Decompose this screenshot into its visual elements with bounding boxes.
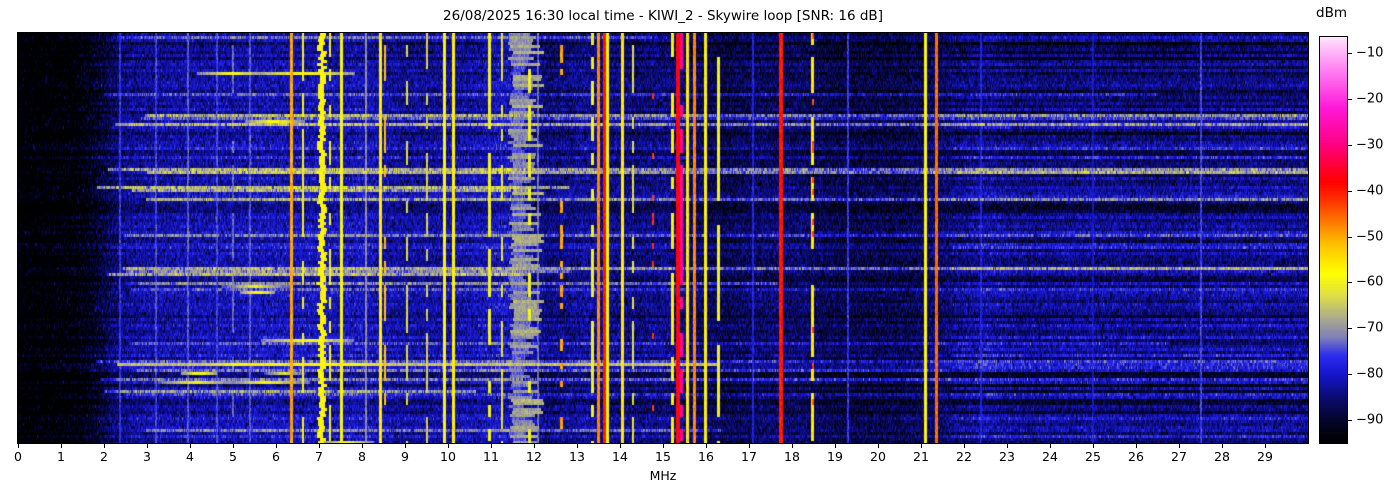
x-tick-label: 0	[14, 449, 22, 464]
x-tick-mark	[233, 444, 234, 448]
colorbar-tick-label: −40	[1356, 183, 1384, 199]
x-tick-label: 29	[1257, 449, 1273, 464]
x-tick-label: 14	[612, 449, 628, 464]
x-tick-mark	[835, 444, 836, 448]
plot-title: 26/08/2025 16:30 local time - KIWI_2 - S…	[443, 8, 883, 24]
x-tick-mark	[663, 444, 664, 448]
spectrogram-plot-area	[17, 32, 1309, 444]
colorbar-tick-mark	[1348, 236, 1352, 238]
x-tick-mark	[534, 444, 535, 448]
x-tick-label: 3	[143, 449, 151, 464]
x-tick-mark	[276, 444, 277, 448]
colorbar-tick-mark	[1348, 420, 1352, 422]
spectrogram-waterfall-canvas	[18, 33, 1308, 443]
colorbar-tick-mark	[1348, 53, 1352, 55]
x-tick-label: 21	[913, 449, 929, 464]
colorbar-tick-mark	[1348, 328, 1352, 330]
x-tick-mark	[147, 444, 148, 448]
x-tick-mark	[1179, 444, 1180, 448]
x-axis-label: MHz	[649, 468, 677, 483]
colorbar-tick-label: −10	[1356, 45, 1384, 61]
x-tick-mark	[405, 444, 406, 448]
colorbar-tick-label: −70	[1356, 320, 1384, 336]
x-tick-mark	[18, 444, 19, 448]
x-tick-mark	[706, 444, 707, 448]
x-tick-label: 2	[100, 449, 108, 464]
colorbar-tick-mark	[1348, 98, 1352, 100]
colorbar-tick-mark	[1348, 144, 1352, 146]
colorbar-tick-label: −60	[1356, 274, 1384, 290]
x-tick-mark	[61, 444, 62, 448]
colorbar-tick-label: −50	[1356, 229, 1384, 245]
x-tick-mark	[878, 444, 879, 448]
colorbar-tick-label: −30	[1356, 137, 1384, 153]
x-tick-label: 1	[57, 449, 65, 464]
x-tick-label: 13	[569, 449, 585, 464]
x-tick-mark	[190, 444, 191, 448]
x-tick-label: 23	[999, 449, 1015, 464]
x-tick-label: 11	[483, 449, 499, 464]
colorbar-tick-label: −90	[1356, 412, 1384, 428]
x-tick-mark	[1136, 444, 1137, 448]
x-tick-label: 5	[229, 449, 237, 464]
x-tick-mark	[577, 444, 578, 448]
x-tick-mark	[319, 444, 320, 448]
x-tick-label: 6	[272, 449, 280, 464]
colorbar-units-label: dBm	[1316, 5, 1347, 21]
x-tick-label: 15	[655, 449, 671, 464]
colorbar-tick-label: −80	[1356, 366, 1384, 382]
x-tick-mark	[1007, 444, 1008, 448]
x-tick-label: 19	[827, 449, 843, 464]
x-tick-label: 18	[784, 449, 800, 464]
x-tick-label: 27	[1171, 449, 1187, 464]
x-tick-label: 22	[956, 449, 972, 464]
x-tick-mark	[620, 444, 621, 448]
x-tick-mark	[1093, 444, 1094, 448]
x-tick-mark	[1265, 444, 1266, 448]
x-tick-label: 8	[358, 449, 366, 464]
x-tick-mark	[491, 444, 492, 448]
colorbar-tick-label: −20	[1356, 91, 1384, 107]
x-tick-mark	[921, 444, 922, 448]
x-tick-label: 10	[440, 449, 456, 464]
x-tick-label: 20	[870, 449, 886, 464]
x-tick-label: 7	[315, 449, 323, 464]
x-tick-label: 9	[401, 449, 409, 464]
x-tick-label: 25	[1085, 449, 1101, 464]
x-tick-label: 26	[1128, 449, 1144, 464]
x-tick-label: 24	[1042, 449, 1058, 464]
colorbar	[1319, 36, 1348, 444]
x-tick-mark	[1222, 444, 1223, 448]
x-tick-mark	[362, 444, 363, 448]
x-tick-mark	[448, 444, 449, 448]
x-tick-label: 16	[698, 449, 714, 464]
x-tick-mark	[104, 444, 105, 448]
colorbar-tick-mark	[1348, 282, 1352, 284]
colorbar-tick-mark	[1348, 374, 1352, 376]
x-tick-mark	[964, 444, 965, 448]
colorbar-tick-mark	[1348, 190, 1352, 192]
colorbar-gradient-canvas	[1320, 37, 1347, 443]
x-tick-label: 12	[526, 449, 542, 464]
x-tick-label: 4	[186, 449, 194, 464]
x-tick-label: 28	[1214, 449, 1230, 464]
x-tick-mark	[1050, 444, 1051, 448]
x-tick-label: 17	[741, 449, 757, 464]
x-tick-mark	[792, 444, 793, 448]
x-tick-mark	[749, 444, 750, 448]
